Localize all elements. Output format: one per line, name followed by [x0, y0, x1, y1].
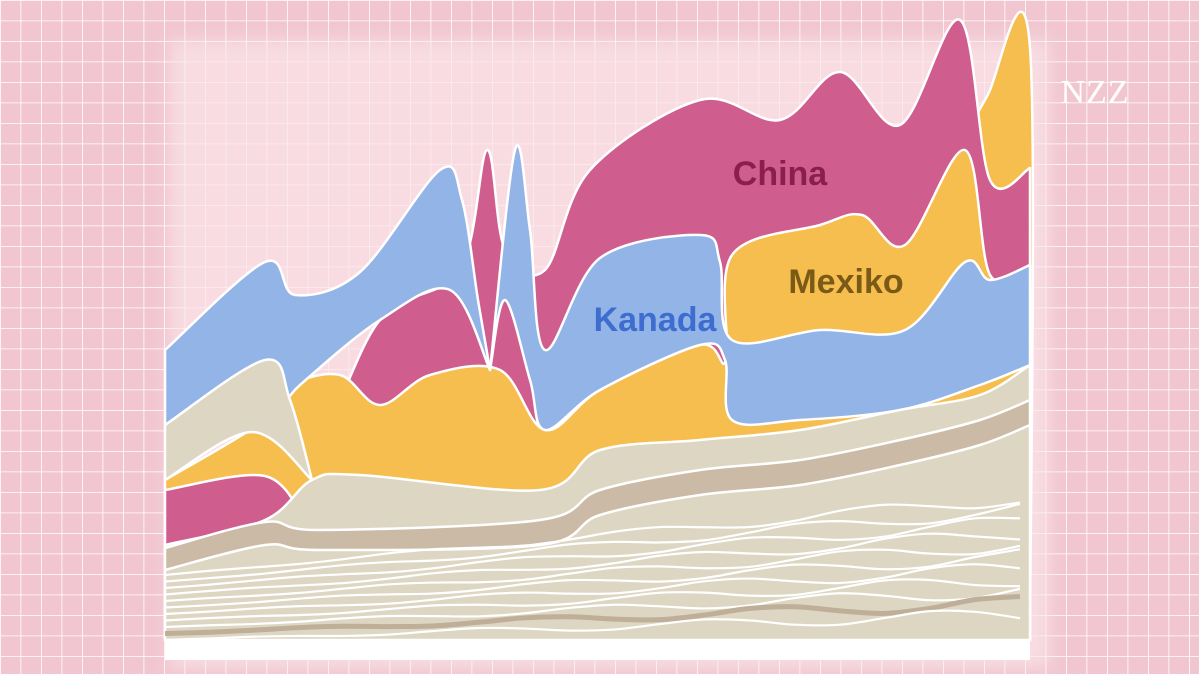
- stream-line: [164, 578, 1021, 622]
- label-kanada: Kanada: [594, 301, 718, 339]
- stream-line: [164, 516, 1021, 590]
- label-mexiko: Mexiko: [788, 263, 903, 301]
- beige-left-band: [163, 358, 314, 482]
- stream-line: [164, 594, 1021, 636]
- stream-line: [164, 544, 1021, 603]
- logo: NZZ: [1060, 74, 1129, 111]
- stream-line: [164, 609, 1021, 642]
- stream-line: [164, 587, 1021, 629]
- blue-main-band: [488, 144, 1032, 432]
- stream-line: [164, 502, 1021, 583]
- blue-left-band: [163, 165, 492, 427]
- stream-line: [164, 501, 1021, 577]
- stream-line: [164, 563, 1021, 616]
- stream-line: [164, 548, 1021, 609]
- label-china: China: [733, 155, 829, 193]
- stream-lines: [164, 501, 1021, 642]
- stream-line: [164, 532, 1021, 596]
